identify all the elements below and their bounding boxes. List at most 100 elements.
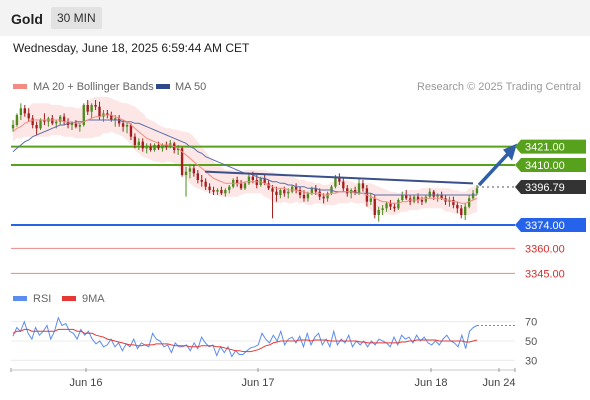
candle-body xyxy=(291,186,294,192)
candle-body xyxy=(416,196,420,200)
candle xyxy=(62,113,66,125)
candle xyxy=(23,105,26,117)
ma20-line xyxy=(12,114,478,204)
candle-body xyxy=(161,145,164,149)
level-tag xyxy=(515,158,586,172)
candle-body xyxy=(393,206,396,209)
candle-body xyxy=(342,181,345,189)
candle-body xyxy=(43,120,46,122)
level-label-resistance: 3421.00 xyxy=(515,139,586,154)
ma50-legend-label: MA 50 xyxy=(175,81,206,93)
candle xyxy=(78,123,82,132)
candle xyxy=(298,186,302,199)
time-axis-label: Jun 18 xyxy=(414,377,447,389)
candle-body xyxy=(121,123,125,127)
candle-body xyxy=(385,203,388,209)
candle-body xyxy=(456,205,459,209)
rsi-tick-label: 30 xyxy=(525,355,537,367)
candle-body xyxy=(228,186,231,190)
candle-body xyxy=(267,183,270,189)
candle xyxy=(247,173,251,185)
candle-body xyxy=(106,113,109,115)
candle-body xyxy=(314,188,317,192)
candle xyxy=(464,203,467,220)
candle-body xyxy=(326,193,329,199)
candle-body xyxy=(357,183,361,194)
candle xyxy=(165,141,168,150)
level-text: 3345.00 xyxy=(525,268,565,280)
candle-body xyxy=(381,208,384,210)
candle xyxy=(271,185,274,219)
candle xyxy=(90,103,93,119)
candle-body xyxy=(114,118,117,120)
ma50-legend-swatch xyxy=(156,84,170,89)
time-axis-label: Jun 24 xyxy=(482,377,515,389)
candle-body xyxy=(133,136,137,145)
candle-body xyxy=(283,190,286,194)
candle-body xyxy=(200,180,203,182)
copyright-text: Research © 2025 Trading Central xyxy=(417,81,581,93)
candle xyxy=(412,195,416,204)
candle-body xyxy=(117,118,121,124)
candle xyxy=(86,100,89,115)
candle xyxy=(15,113,19,127)
candle-body xyxy=(271,188,274,192)
candle-body xyxy=(176,148,180,150)
candle xyxy=(346,185,349,197)
candle xyxy=(200,175,203,187)
candle-body xyxy=(74,123,78,127)
candle xyxy=(428,188,431,199)
rsi-line xyxy=(12,316,478,358)
ma9-legend-swatch xyxy=(62,296,76,301)
candle-body xyxy=(279,190,282,195)
candle xyxy=(291,185,294,194)
candle-body xyxy=(467,198,471,207)
time-axis-label: Jun 16 xyxy=(69,377,102,389)
level-tag xyxy=(515,218,586,232)
candle-body xyxy=(149,146,152,150)
level-label-resistance: 3410.00 xyxy=(515,158,586,172)
candle-body xyxy=(452,200,455,205)
candle xyxy=(377,206,380,222)
candle xyxy=(94,100,97,110)
candle-body xyxy=(397,200,400,209)
level-text: 3410.00 xyxy=(525,160,565,172)
candle xyxy=(35,121,38,135)
candle-body xyxy=(157,145,160,149)
candle xyxy=(220,186,223,195)
rsi-tick-label: 50 xyxy=(525,336,537,348)
candle xyxy=(275,186,278,202)
trendline-line xyxy=(204,170,474,185)
candle xyxy=(196,170,199,184)
candle xyxy=(235,176,239,187)
candle xyxy=(385,201,388,212)
candle-body xyxy=(373,198,376,215)
candle xyxy=(397,198,400,210)
candle-body xyxy=(255,180,258,185)
ma20-legend-swatch xyxy=(13,84,27,89)
candle xyxy=(153,143,156,152)
candle-body xyxy=(35,125,38,129)
candle xyxy=(43,113,46,125)
candle-body xyxy=(298,190,302,195)
candle-body xyxy=(153,145,156,150)
candle-body xyxy=(184,171,188,175)
candle-body xyxy=(346,188,349,194)
candle xyxy=(279,188,282,199)
trendline xyxy=(204,170,474,185)
candle-body xyxy=(165,145,168,147)
candle xyxy=(294,183,298,194)
candle-body xyxy=(192,168,196,174)
candle-body xyxy=(475,188,479,194)
candle xyxy=(141,138,144,152)
candle xyxy=(342,178,345,192)
candle-body xyxy=(31,118,34,125)
candle-body xyxy=(302,195,306,199)
candle-body xyxy=(243,183,247,189)
timeframe-button[interactable]: 30 MIN xyxy=(51,7,102,29)
candle-body xyxy=(448,200,451,202)
candle-body xyxy=(306,193,310,199)
forecast-arrow-head xyxy=(503,143,517,161)
level-label-support_pivot: 3374.00 xyxy=(515,218,586,232)
